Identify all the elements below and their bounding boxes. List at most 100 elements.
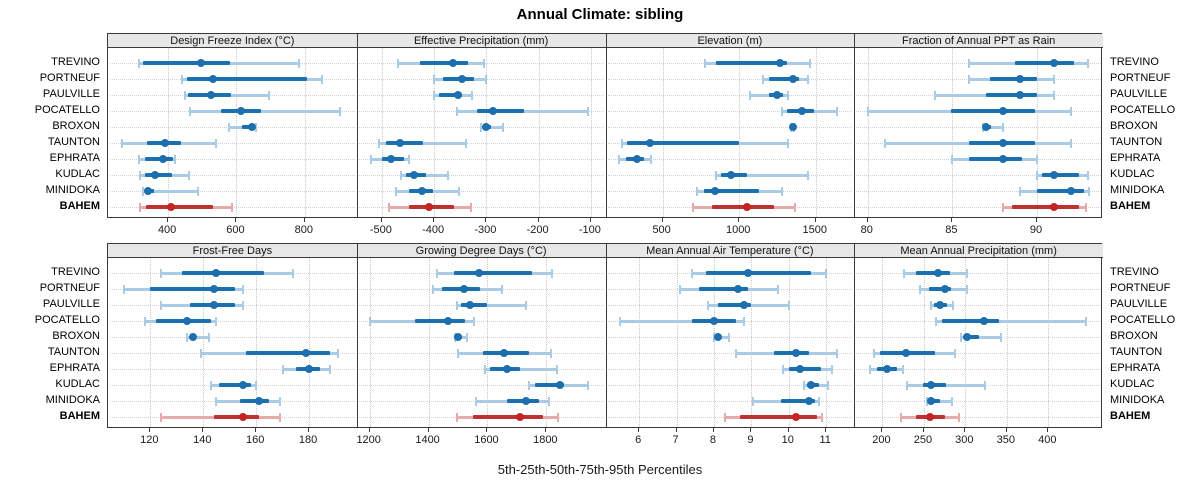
panel-divider xyxy=(854,34,856,217)
cap-5th xyxy=(181,74,184,84)
row-label-left-pocatello: POCATELLO xyxy=(34,314,100,326)
axis-tick xyxy=(303,218,305,222)
median-dot-minidoka xyxy=(521,397,530,405)
axis-tick xyxy=(380,218,382,222)
cap-5th xyxy=(707,300,710,310)
axis-tick-label: 160 xyxy=(246,434,265,446)
cap-95th xyxy=(1086,170,1089,180)
median-dot-broxon xyxy=(247,123,256,131)
gridline-x xyxy=(1048,258,1050,427)
range-5-95-broxon xyxy=(187,335,209,339)
cap-95th xyxy=(241,300,244,310)
row-label-right-trevino: TREVINO xyxy=(1110,266,1159,278)
row-guide-bahem xyxy=(856,207,1101,208)
row-guide-kudlac xyxy=(358,385,604,386)
range-25-75-bahem xyxy=(472,415,544,419)
axis-tick xyxy=(167,218,169,222)
range-25-75-minidoka xyxy=(1037,189,1085,193)
row-guide-ephrata xyxy=(358,369,604,370)
cap-5th xyxy=(903,268,905,278)
median-dot-portneuf xyxy=(458,75,467,83)
axis-tick-label: 350 xyxy=(996,434,1015,446)
axis-tick xyxy=(1005,428,1007,432)
row-label-left-paulville: PAULVILLE xyxy=(42,88,100,100)
median-dot-trevino xyxy=(743,269,752,277)
median-dot-pocatello xyxy=(183,317,192,325)
median-dot-kudlac xyxy=(726,171,735,179)
cap-95th xyxy=(267,90,270,100)
range-5-95-taunton xyxy=(379,141,466,145)
cap-5th xyxy=(968,58,971,68)
row-label-right-portneuf: PORTNEUF xyxy=(1110,72,1171,84)
cap-95th xyxy=(255,380,258,390)
row-label-left-taunton: TAUNTON xyxy=(47,136,100,148)
axis-tick xyxy=(545,428,547,432)
cap-95th xyxy=(279,396,281,406)
cap-95th xyxy=(215,316,218,326)
cap-5th xyxy=(951,154,954,164)
figure-title: Annual Climate: sibling xyxy=(516,6,684,23)
range-25-75-taunton xyxy=(386,141,423,145)
row-guide-taunton xyxy=(358,143,604,144)
row-guide-pocatello xyxy=(607,111,853,112)
axis-tick xyxy=(235,218,237,222)
range-25-75-kudlac xyxy=(534,383,564,387)
row-guide-ephrata xyxy=(110,159,355,160)
cap-95th xyxy=(207,332,210,342)
axis-tick xyxy=(537,218,539,222)
cap-5th xyxy=(281,364,284,374)
cap-5th xyxy=(139,170,142,180)
axis-tick-label: 1600 xyxy=(474,434,499,446)
row-label-right-bahem: BAHEM xyxy=(1110,410,1151,422)
row-label-right-minidoka: MINIDOKA xyxy=(1110,394,1165,406)
cap-95th xyxy=(836,348,839,358)
gridline-x xyxy=(751,258,753,427)
range-5-95-kudlac xyxy=(907,383,986,387)
axis-tick-label: 9 xyxy=(747,434,754,446)
cap-5th xyxy=(144,316,147,326)
cap-95th xyxy=(501,122,504,132)
axis-tick xyxy=(881,428,883,432)
row-label-left-minidoka: MINIDOKA xyxy=(45,394,100,406)
row-label-right-kudlac: KUDLAC xyxy=(1110,168,1155,180)
row-label-right-paulville: PAULVILLE xyxy=(1110,88,1168,100)
gridline-x xyxy=(676,258,678,427)
range-25-75-bahem xyxy=(145,205,213,209)
cap-5th xyxy=(929,300,932,310)
axis-tick-label: 6 xyxy=(635,434,642,446)
range-25-75-portneuf xyxy=(769,77,800,81)
panel-divider xyxy=(356,34,358,217)
row-label-left-portneuf: PORTNEUF xyxy=(39,72,100,84)
cap-95th xyxy=(549,348,552,358)
panel-design-freeze-index-c xyxy=(108,48,357,217)
row-label-left-kudlac: KUDLAC xyxy=(55,378,100,390)
cap-5th xyxy=(899,412,902,422)
cap-95th xyxy=(551,268,554,278)
range-25-75-trevino xyxy=(419,61,469,65)
row-guide-broxon xyxy=(110,337,355,338)
axis-tick-label: 800 xyxy=(294,224,313,236)
median-dot-trevino xyxy=(1049,59,1058,67)
median-dot-minidoka xyxy=(417,187,426,195)
axis-tick xyxy=(433,218,435,222)
cap-5th xyxy=(619,316,622,326)
axis-tick xyxy=(427,428,429,432)
median-dot-paulville xyxy=(206,91,215,99)
median-dot-trevino xyxy=(474,269,483,277)
cap-95th xyxy=(827,380,830,390)
range-5-95-ephrata xyxy=(484,367,557,371)
axis-tick-label: 400 xyxy=(1038,434,1057,446)
gridline-x xyxy=(815,48,817,217)
range-25-75-ephrata xyxy=(788,367,821,371)
cap-5th xyxy=(724,412,727,422)
row-guide-taunton xyxy=(856,353,1101,354)
range-25-75-portneuf xyxy=(186,77,307,81)
median-dot-kudlac xyxy=(555,381,564,389)
median-dot-trevino xyxy=(212,269,221,277)
axis-tick-label: -300 xyxy=(474,224,497,236)
row-guide-kudlac xyxy=(358,175,604,176)
cap-5th xyxy=(137,58,140,68)
cap-95th xyxy=(830,364,833,374)
panel-header-elevation-m: Elevation (m) xyxy=(605,34,855,48)
